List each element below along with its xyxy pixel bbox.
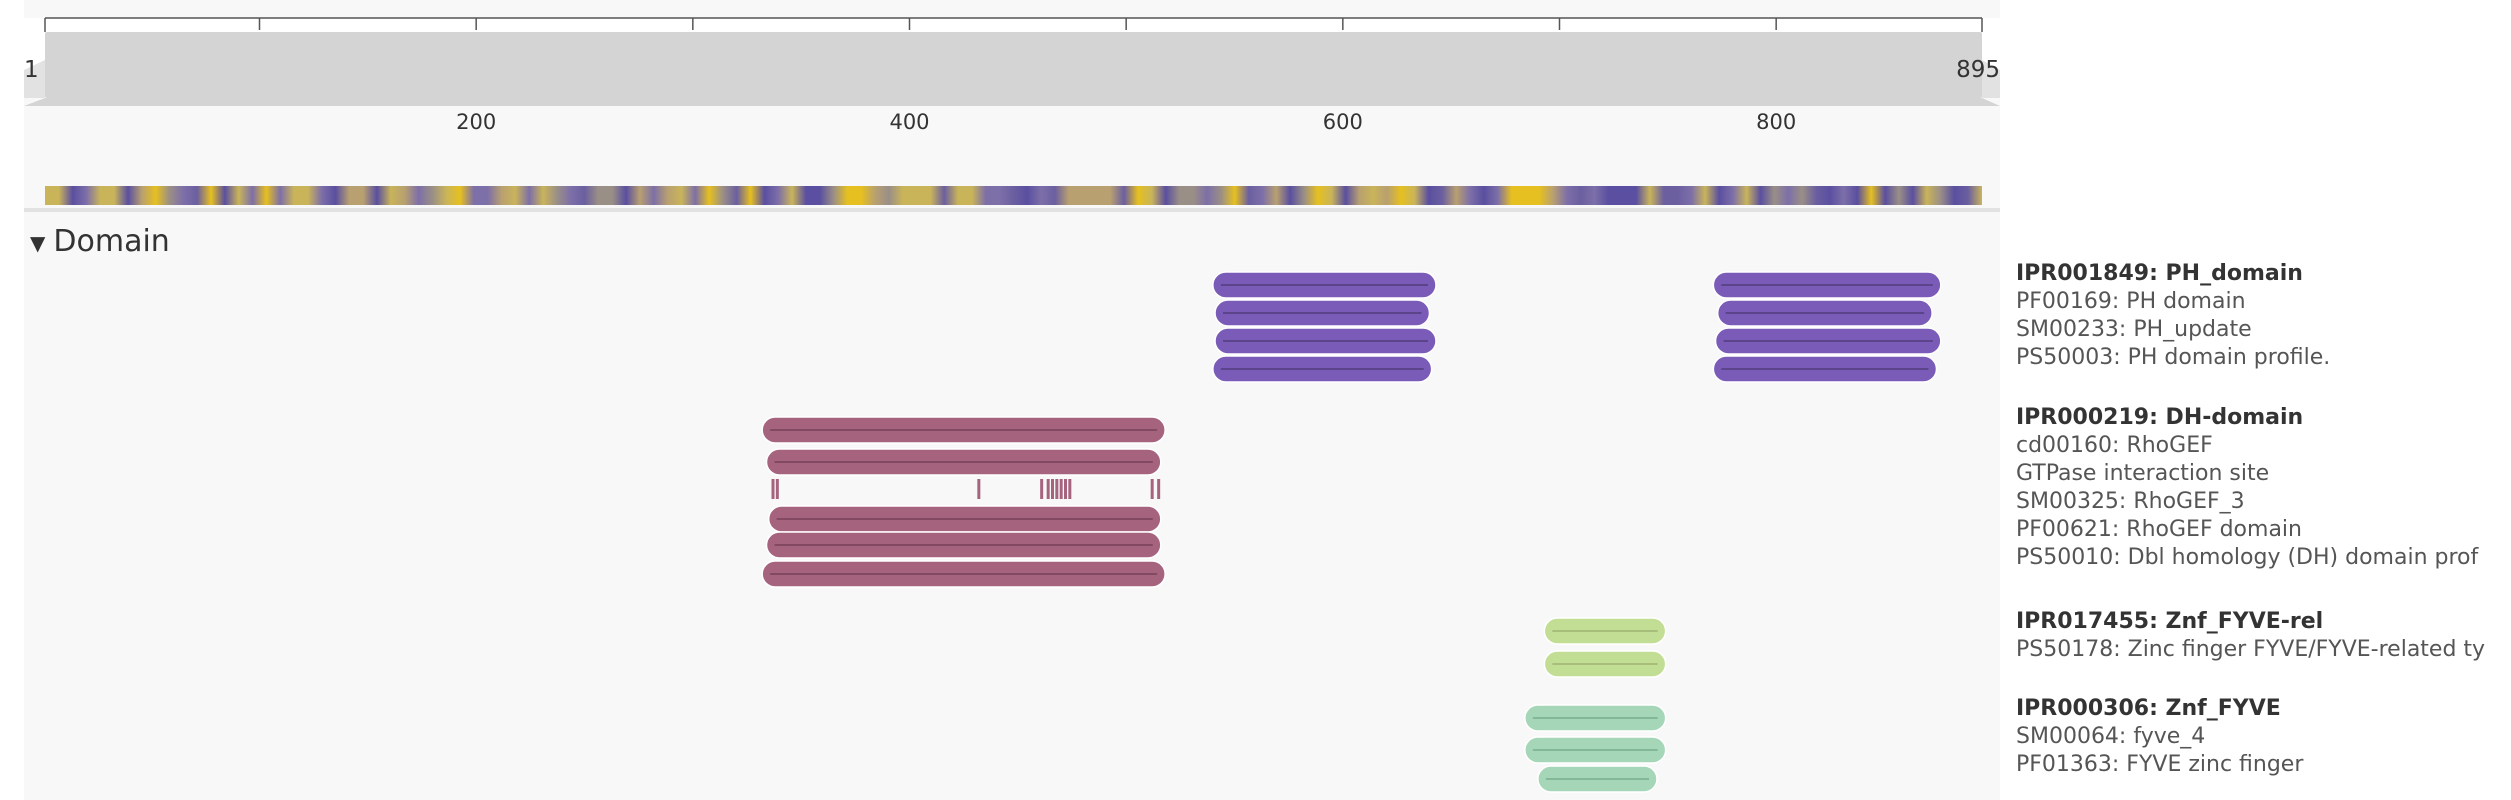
brush-handle-left[interactable] <box>24 60 45 98</box>
entry-line[interactable]: PS50010: Dbl homology (DH) domain prof <box>2016 545 2479 570</box>
sequence-track[interactable] <box>45 186 1982 205</box>
caret-down-icon: ▼ <box>30 230 46 255</box>
zoom-brush[interactable] <box>45 32 1982 98</box>
gtpase-interaction-site-mark[interactable] <box>1046 479 1050 499</box>
gtpase-interaction-site-mark[interactable] <box>1064 479 1067 499</box>
entry-head[interactable]: IPR001849: PH_domain <box>2016 261 2303 286</box>
domain-section-title: Domain <box>53 224 170 259</box>
gtpase-interaction-site-mark[interactable] <box>977 479 981 499</box>
entry-line[interactable]: PS50003: PH domain profile. <box>2016 345 2331 370</box>
zoom-axis-label: 600 <box>1323 110 1363 134</box>
entry-line[interactable]: SM00064: fyve_4 <box>2016 724 2206 749</box>
zoom-axis-label: 400 <box>889 110 929 134</box>
viewer-background <box>24 0 2000 800</box>
domain-label-panel: IPR001849: PH_domain PF00169: PH domain … <box>2016 260 2511 800</box>
zoom-axis-label: 800 <box>1756 110 1796 134</box>
entry-ph-domain[interactable]: IPR001849: PH_domain PF00169: PH domain … <box>2016 260 2511 372</box>
gtpase-interaction-site-mark[interactable] <box>775 479 779 499</box>
entry-head[interactable]: IPR000219: DH-domain <box>2016 405 2304 430</box>
brush-handle-right[interactable] <box>1982 60 2000 98</box>
gtpase-interaction-site-mark[interactable] <box>1068 479 1072 499</box>
entry-znf-fyve[interactable]: IPR000306: Znf_FYVE SM00064: fyve_4 PF01… <box>2016 695 2511 779</box>
entry-line[interactable]: GTPase interaction site <box>2016 461 2270 486</box>
entry-line[interactable]: SM00233: PH_update <box>2016 317 2252 342</box>
entry-line[interactable]: PS50178: Zinc finger FYVE/FYVE-related t… <box>2016 637 2486 662</box>
entry-line[interactable]: PF01363: FYVE zinc finger <box>2016 752 2304 777</box>
gtpase-interaction-site-mark[interactable] <box>771 479 775 499</box>
domain-section-toggle[interactable]: ▼ Domain <box>30 224 170 264</box>
gtpase-interaction-site-mark[interactable] <box>1040 479 1044 499</box>
entry-dh-domain[interactable]: IPR000219: DH-domain cd00160: RhoGEF GTP… <box>2016 404 2511 572</box>
entry-line[interactable]: PF00621: RhoGEF domain <box>2016 517 2302 542</box>
entry-line[interactable]: cd00160: RhoGEF <box>2016 433 2213 458</box>
sequence-end-label: 895 <box>1956 57 2000 83</box>
gtpase-interaction-site-mark[interactable] <box>1157 479 1161 499</box>
zoom-axis-label: 200 <box>456 110 496 134</box>
feature-track-canvas: 1002003004005006007008001895200400600800 <box>24 0 2000 800</box>
entry-line[interactable]: PF00169: PH domain <box>2016 289 2246 314</box>
entry-line[interactable]: SM00325: RhoGEF_3 <box>2016 489 2245 514</box>
entry-head[interactable]: IPR017455: Znf_FYVE-rel <box>2016 609 2324 634</box>
section-divider <box>24 208 2000 212</box>
gtpase-interaction-site-mark[interactable] <box>1150 479 1154 499</box>
gtpase-interaction-site-mark[interactable] <box>1055 479 1059 499</box>
entry-znf-fyve-rel[interactable]: IPR017455: Znf_FYVE-rel PS50178: Zinc fi… <box>2016 608 2511 664</box>
gtpase-interaction-site-mark[interactable] <box>1059 479 1063 499</box>
zoom-projection <box>24 98 2000 106</box>
sequence-start-label: 1 <box>24 57 39 83</box>
gtpase-interaction-site-mark[interactable] <box>1051 479 1054 499</box>
entry-head[interactable]: IPR000306: Znf_FYVE <box>2016 696 2281 721</box>
